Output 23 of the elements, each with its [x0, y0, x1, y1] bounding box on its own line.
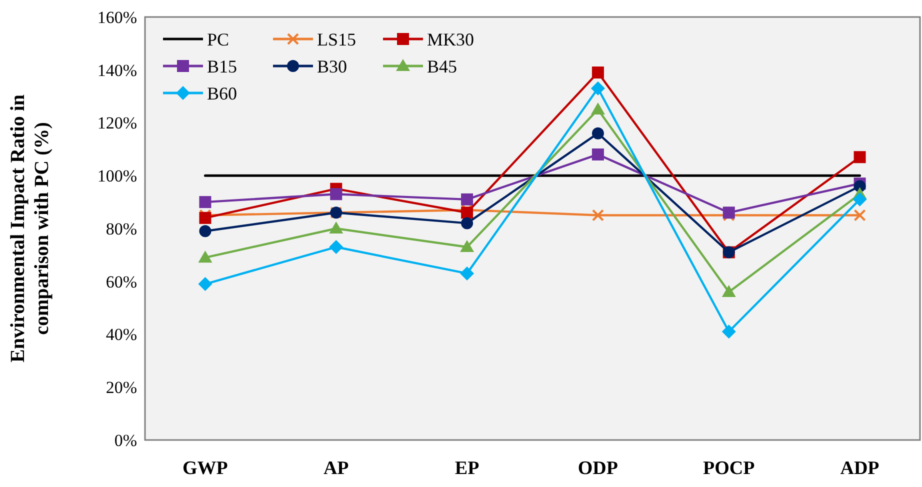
y-tick-label: 0%: [114, 430, 137, 450]
y-tick-label: 20%: [106, 378, 137, 398]
y-tick-label: 120%: [97, 114, 137, 133]
x-tick-label: ADP: [840, 458, 880, 479]
x-tick-label: POCP: [703, 458, 756, 479]
legend-label: B15: [207, 56, 238, 76]
legend-label: MK30: [427, 29, 474, 50]
legend-label: B30: [317, 56, 348, 76]
y-tick-label: 160%: [97, 8, 137, 27]
x-tick-label: GWP: [182, 458, 228, 479]
x-tick-label: EP: [454, 458, 480, 479]
y-tick-label: 140%: [97, 60, 137, 80]
y-tick-label: 80%: [106, 219, 137, 238]
x-tick-label: AP: [323, 458, 350, 479]
legend-label: B45: [427, 56, 458, 76]
y-tick-label: 40%: [106, 325, 137, 344]
y-tick-label: 100%: [97, 166, 137, 186]
legend-label: B60: [207, 83, 238, 104]
y-tick-label: 60%: [106, 272, 137, 292]
legend-label: PC: [207, 29, 230, 50]
legend-label: LS15: [317, 29, 356, 50]
y-axis-title: Environmental Impact Ratio in comparison with PC (%): [7, 94, 53, 362]
x-tick-label: ODP: [578, 458, 618, 479]
